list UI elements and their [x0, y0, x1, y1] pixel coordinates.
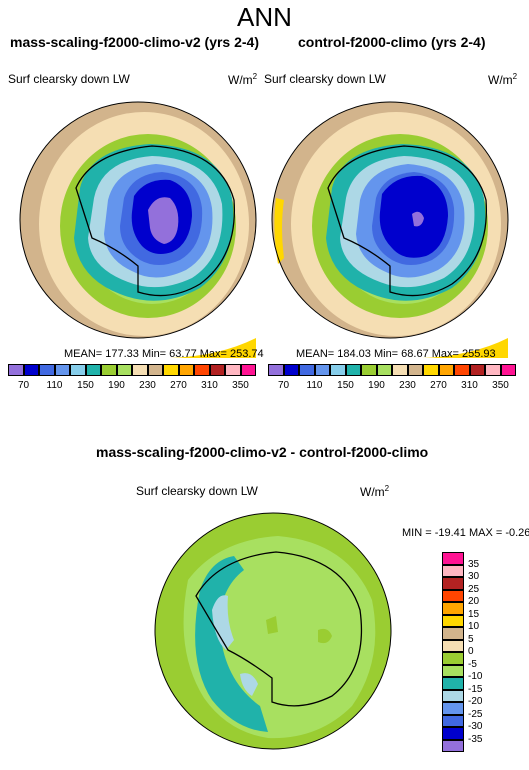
- left-colorbar-swatch: [39, 364, 55, 376]
- right-colorbar-swatch: [314, 364, 330, 376]
- diff-colorbar-tick-label: 5: [468, 633, 474, 645]
- diff-colorbar-swatch: [442, 589, 464, 602]
- diff-colorbar-swatch: [442, 577, 464, 590]
- left-colorbar-swatch: [101, 364, 117, 376]
- diff-units-label: W/m2: [360, 484, 390, 499]
- left-colorbar-tick-label: 190: [108, 380, 125, 391]
- left-colorbar-swatch: [132, 364, 148, 376]
- right-colorbar-tick-label: 270: [430, 380, 447, 391]
- right-colorbar-swatch: [438, 364, 454, 376]
- right-variable-label: Surf clearsky down LW: [264, 72, 386, 86]
- left-colorbar-tick-label: 110: [46, 380, 63, 391]
- right-colorbar-swatch: [283, 364, 299, 376]
- right-panel-title: control-f2000-climo (yrs 2-4): [298, 34, 486, 50]
- diff-panel-title: mass-scaling-f2000-climo-v2 - control-f2…: [96, 444, 429, 460]
- diff-colorbar-swatch: [442, 639, 464, 652]
- page-title: ANN: [237, 2, 292, 32]
- right-colorbar-tick-label: 70: [277, 380, 290, 391]
- diff-variable-label: Surf clearsky down LW: [136, 484, 258, 498]
- diff-colorbar-tick-label: -5: [468, 658, 477, 670]
- left-polar-map: [19, 101, 257, 358]
- left-colorbar-swatch: [147, 364, 163, 376]
- left-colorbar-swatch: [85, 364, 101, 376]
- right-colorbar-swatch: [469, 364, 485, 376]
- diff-colorbar-swatch: [442, 689, 464, 702]
- right-colorbar-tick-label: 230: [399, 380, 416, 391]
- right-colorbar-swatch: [407, 364, 423, 376]
- diff-colorbar-tick-label: 20: [468, 596, 480, 607]
- diff-colorbar-swatch: [442, 564, 464, 577]
- left-colorbar-tick-label: 310: [201, 380, 218, 391]
- diff-colorbar-tick-label: -35: [468, 733, 483, 745]
- right-colorbar-swatch: [268, 364, 284, 376]
- right-colorbar-swatch: [299, 364, 315, 376]
- diff-colorbar-tick-label: 25: [468, 583, 480, 595]
- diff-colorbar-tick-label: 15: [468, 608, 480, 620]
- left-colorbar-swatch: [178, 364, 194, 376]
- diff-colorbar-swatch: [442, 552, 464, 565]
- left-variable-label: Surf clearsky down LW: [8, 72, 130, 86]
- diff-colorbar-swatch: [442, 664, 464, 677]
- diff-colorbar-swatch: [442, 714, 464, 727]
- right-colorbar-swatch: [330, 364, 346, 376]
- diff-colorbar-swatch: [442, 677, 464, 690]
- left-colorbar-swatch: [209, 364, 225, 376]
- right-colorbar-tick-label: 110: [306, 380, 323, 391]
- right-colorbar-swatch: [454, 364, 470, 376]
- left-colorbar-tick-label: 70: [17, 380, 30, 391]
- left-colorbar-swatch: [240, 364, 256, 376]
- left-colorbar-tick-label: 150: [77, 380, 94, 391]
- right-colorbar-tick-label: 150: [337, 380, 354, 391]
- left-stats: MEAN= 177.33 Min= 63.77 Max= 253.74: [64, 348, 264, 360]
- right-colorbar-swatch: [485, 364, 501, 376]
- right-colorbar-tick-label: 310: [461, 380, 478, 391]
- diff-polar-map: [154, 512, 392, 750]
- left-colorbar-swatch: [70, 364, 86, 376]
- diff-colorbar-swatch: [442, 727, 464, 740]
- left-colorbar-tick-label: 350: [232, 380, 249, 391]
- right-colorbar-tick-label: 190: [368, 380, 385, 391]
- diff-colorbar-swatch: [442, 602, 464, 615]
- diff-colorbar-tick-label: 10: [468, 621, 480, 632]
- diff-colorbar-tick-label: 0: [468, 646, 474, 657]
- left-colorbar-swatch: [194, 364, 210, 376]
- left-colorbar-tick-label: 230: [139, 380, 156, 391]
- left-colorbar-swatch: [163, 364, 179, 376]
- left-colorbar-swatch: [8, 364, 24, 376]
- diff-colorbar-tick-label: -20: [468, 696, 483, 707]
- diff-colorbar-tick-label: 30: [468, 571, 480, 582]
- left-colorbar-swatch: [54, 364, 70, 376]
- right-stats: MEAN= 184.03 Min= 68.67 Max= 255.93: [296, 348, 496, 360]
- right-colorbar-swatch: [423, 364, 439, 376]
- right-units-label: W/m2: [488, 72, 518, 87]
- diff-colorbar-tick-label: -30: [468, 721, 483, 732]
- right-colorbar-tick-label: 350: [492, 380, 509, 391]
- diff-colorbar-tick-label: -25: [468, 708, 483, 720]
- right-colorbar-swatch: [345, 364, 361, 376]
- diff-colorbar-swatch: [442, 652, 464, 665]
- diff-colorbar-swatch: [442, 739, 464, 752]
- diff-colorbar-swatch: [442, 614, 464, 627]
- diff-colorbar-tick-label: -15: [468, 683, 483, 695]
- right-colorbar-swatch: [376, 364, 392, 376]
- right-colorbar-swatch: [500, 364, 516, 376]
- left-units-label: W/m2: [228, 72, 258, 87]
- diff-colorbar-tick-label: 35: [468, 558, 480, 570]
- right-colorbar-swatch: [392, 364, 408, 376]
- left-colorbar-swatch: [23, 364, 39, 376]
- diff-stats: MIN = -19.41 MAX = -0.26: [402, 527, 529, 539]
- left-colorbar-swatch: [116, 364, 132, 376]
- left-panel-title: mass-scaling-f2000-climo-v2 (yrs 2-4): [10, 34, 259, 50]
- diff-colorbar-swatch: [442, 627, 464, 640]
- diff-colorbar-swatch: [442, 702, 464, 715]
- right-polar-map: [271, 101, 509, 358]
- diff-colorbar-tick-label: -10: [468, 671, 483, 682]
- right-colorbar-swatch: [361, 364, 377, 376]
- left-colorbar-swatch: [225, 364, 241, 376]
- left-colorbar-tick-label: 270: [170, 380, 187, 391]
